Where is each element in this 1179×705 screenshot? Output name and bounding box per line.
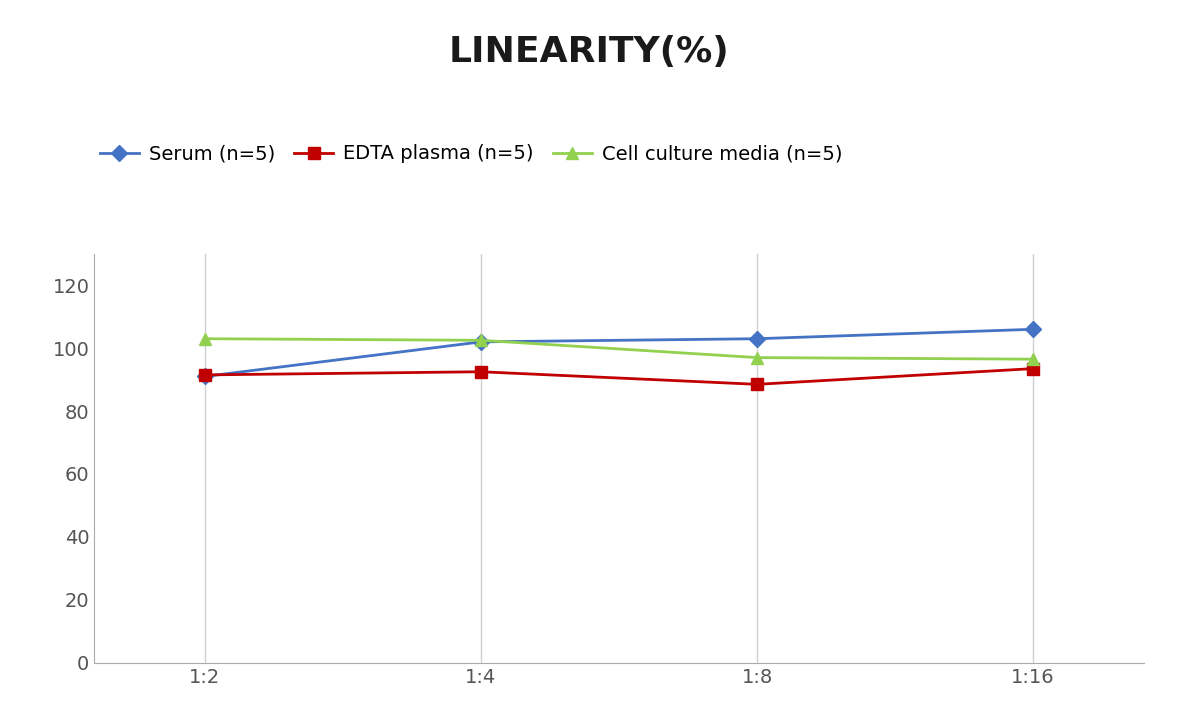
Text: LINEARITY(%): LINEARITY(%) bbox=[449, 35, 730, 69]
Cell culture media (n=5) bbox=[198, 334, 212, 343]
EDTA plasma (n=5) bbox=[750, 380, 764, 388]
Cell culture media (n=5) bbox=[474, 336, 488, 345]
Serum (n=5) bbox=[474, 338, 488, 346]
Line: EDTA plasma (n=5): EDTA plasma (n=5) bbox=[199, 363, 1039, 390]
Cell culture media (n=5) bbox=[750, 353, 764, 362]
Line: Serum (n=5): Serum (n=5) bbox=[199, 324, 1039, 382]
Serum (n=5) bbox=[750, 334, 764, 343]
EDTA plasma (n=5) bbox=[474, 367, 488, 376]
Legend: Serum (n=5), EDTA plasma (n=5), Cell culture media (n=5): Serum (n=5), EDTA plasma (n=5), Cell cul… bbox=[92, 137, 850, 171]
Serum (n=5) bbox=[1026, 325, 1040, 333]
Line: Cell culture media (n=5): Cell culture media (n=5) bbox=[198, 333, 1040, 365]
Serum (n=5) bbox=[198, 372, 212, 381]
EDTA plasma (n=5) bbox=[198, 371, 212, 379]
Cell culture media (n=5) bbox=[1026, 355, 1040, 363]
EDTA plasma (n=5) bbox=[1026, 364, 1040, 373]
